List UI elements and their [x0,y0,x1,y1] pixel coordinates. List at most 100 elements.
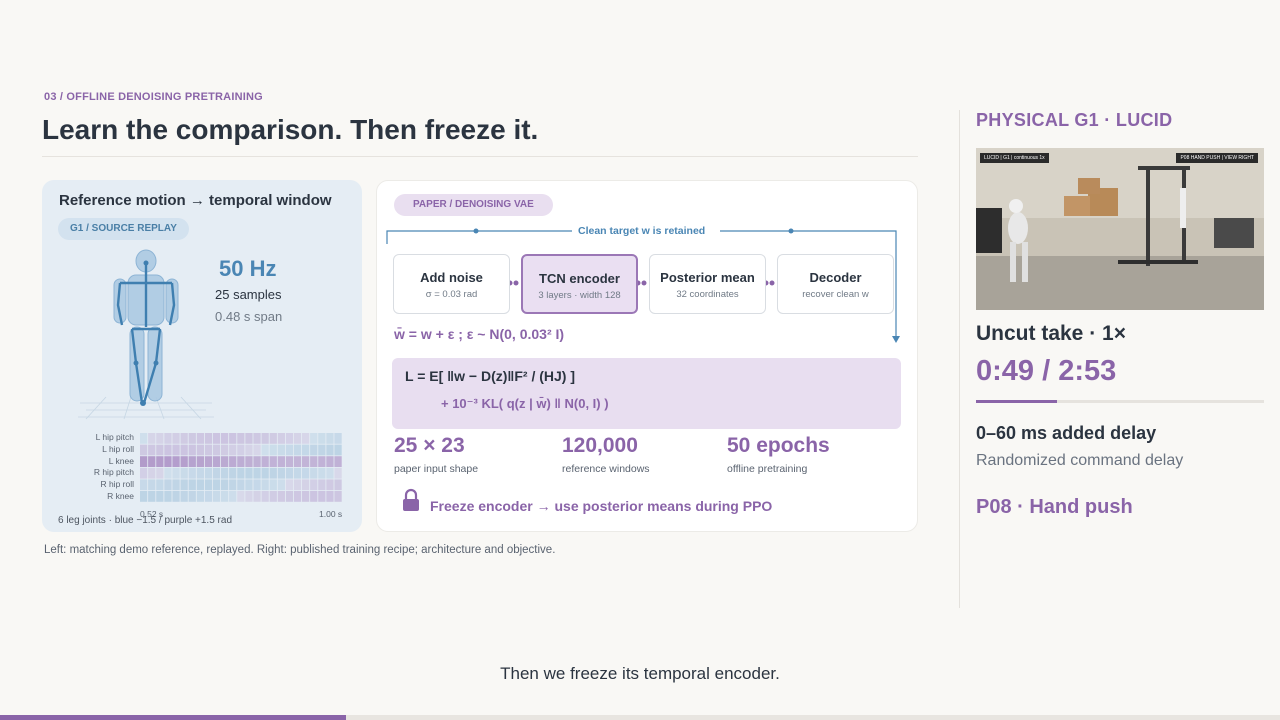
heatmap-cell [164,433,172,444]
heatmap-cell [318,444,326,456]
heatmap-cell [334,444,342,456]
heatmap-cell [188,456,196,467]
heatmap-cell [156,444,164,456]
playback-progress-track[interactable] [976,400,1264,403]
heatmap-cell [277,491,285,502]
robot-video[interactable]: LUCID | G1 | continuous 1x P08 HAND PUSH… [976,148,1264,310]
video-tag-left: LUCID | G1 | continuous 1x [980,153,1049,163]
stat-value: 50 epochs [727,434,830,457]
delay-subtitle: Randomized command delay [976,452,1184,469]
heatmap-cell [172,456,180,467]
heatmap-cell [310,467,318,479]
heatmap-cell [326,456,334,467]
heatmap-cell [277,467,285,479]
heatmap-cell [237,456,245,467]
heatmap-cell [221,479,229,491]
heatmap-cell [204,467,213,479]
heatmap-cell [188,491,196,502]
heatmap-cell [164,456,172,467]
heatmap-cell [180,433,188,444]
heatmap-cell [310,444,318,456]
heatmap-cell [261,444,269,456]
heatmap-cell [310,479,318,491]
heatmap-cell [212,456,221,467]
joint-label: R hip pitch [93,467,134,478]
heatmap-cell [334,456,342,467]
heatmap-cell [212,467,221,479]
heatmap-cell [180,479,188,491]
sample-rate: 50 Hz [219,256,277,281]
heatmap-cell [277,456,285,467]
stage-subtitle: 32 coordinates [676,289,739,300]
deck-progress-track [0,715,1280,720]
heatmap-tick-end: 1.00 s [319,509,343,519]
stage-posterior-mean: Posterior mean 32 coordinates [649,254,766,314]
heatmap-cell [253,433,261,444]
heatmap-cell [140,444,148,456]
heatmap-cell [245,444,253,456]
lock-icon [403,488,419,511]
heatmap-cell [293,444,302,456]
heatmap-cell [212,444,221,456]
heatmap-cell [285,491,294,502]
heatmap-cell [172,433,180,444]
joint-label: L knee [108,455,134,466]
heatmap-cell [196,467,204,479]
stage-add-noise: Add noise σ = 0.03 rad [393,254,510,314]
heatmap-cell [269,467,277,479]
heatmap-cell [237,479,245,491]
source-replay-chip: G1 / SOURCE REPLAY [58,218,189,240]
heatmap-cell [180,491,188,502]
heatmap-cell [229,491,237,502]
heatmap-cell [318,467,326,479]
heatmap-cell [269,491,277,502]
paper-card [376,180,918,532]
heatmap-cell [221,444,229,456]
heatmap-cell [285,456,294,467]
stage-title: TCN encoder [539,271,620,286]
heatmap-cell [326,491,334,502]
heatmap-cell [326,444,334,456]
heatmap-cell [277,433,285,444]
heatmap-cell [293,491,302,502]
heatmap-cell [334,479,342,491]
heatmap-cell [221,456,229,467]
heatmap-cell [334,467,342,479]
heatmap-cell [245,433,253,444]
heatmap-cell [237,444,245,456]
heatmap-cell [156,479,164,491]
heatmap-cell [261,491,269,502]
heatmap-cell [302,456,310,467]
heatmap-cell [245,456,253,467]
stat-value: 120,000 [562,434,638,457]
heatmap-cell [229,433,237,444]
heatmap-cell [172,444,180,456]
heatmap-cell [140,456,148,467]
stage-title: Decoder [809,270,862,285]
heatmap-cell [180,467,188,479]
heatmap-cell [204,456,213,467]
heatmap-cell [229,467,237,479]
heatmap-cell [221,467,229,479]
heatmap-cell [221,433,229,444]
heatmap-cell [156,456,164,467]
heatmap-cell [253,456,261,467]
heatmap-cell [302,444,310,456]
heatmap-cell [180,444,188,456]
heatmap-cell [188,433,196,444]
heatmap-cell [140,467,148,479]
heatmap-cell [140,479,148,491]
heatmap-cell [269,479,277,491]
heatmap-cell [229,444,237,456]
sample-count: 25 samples [215,287,282,302]
heatmap-cell [326,479,334,491]
heatmap-cell [269,444,277,456]
heatmap-cell [148,479,156,491]
heatmap-cell [318,456,326,467]
heatmap-cell [318,491,326,502]
heatmap-cell [140,491,148,502]
freeze-note: Freeze encoder → use posterior means dur… [430,498,773,514]
heatmap-cell [302,433,310,444]
heatmap-cell [293,479,302,491]
stage-tcn-encoder: TCN encoder 3 layers · width 128 [521,254,638,314]
